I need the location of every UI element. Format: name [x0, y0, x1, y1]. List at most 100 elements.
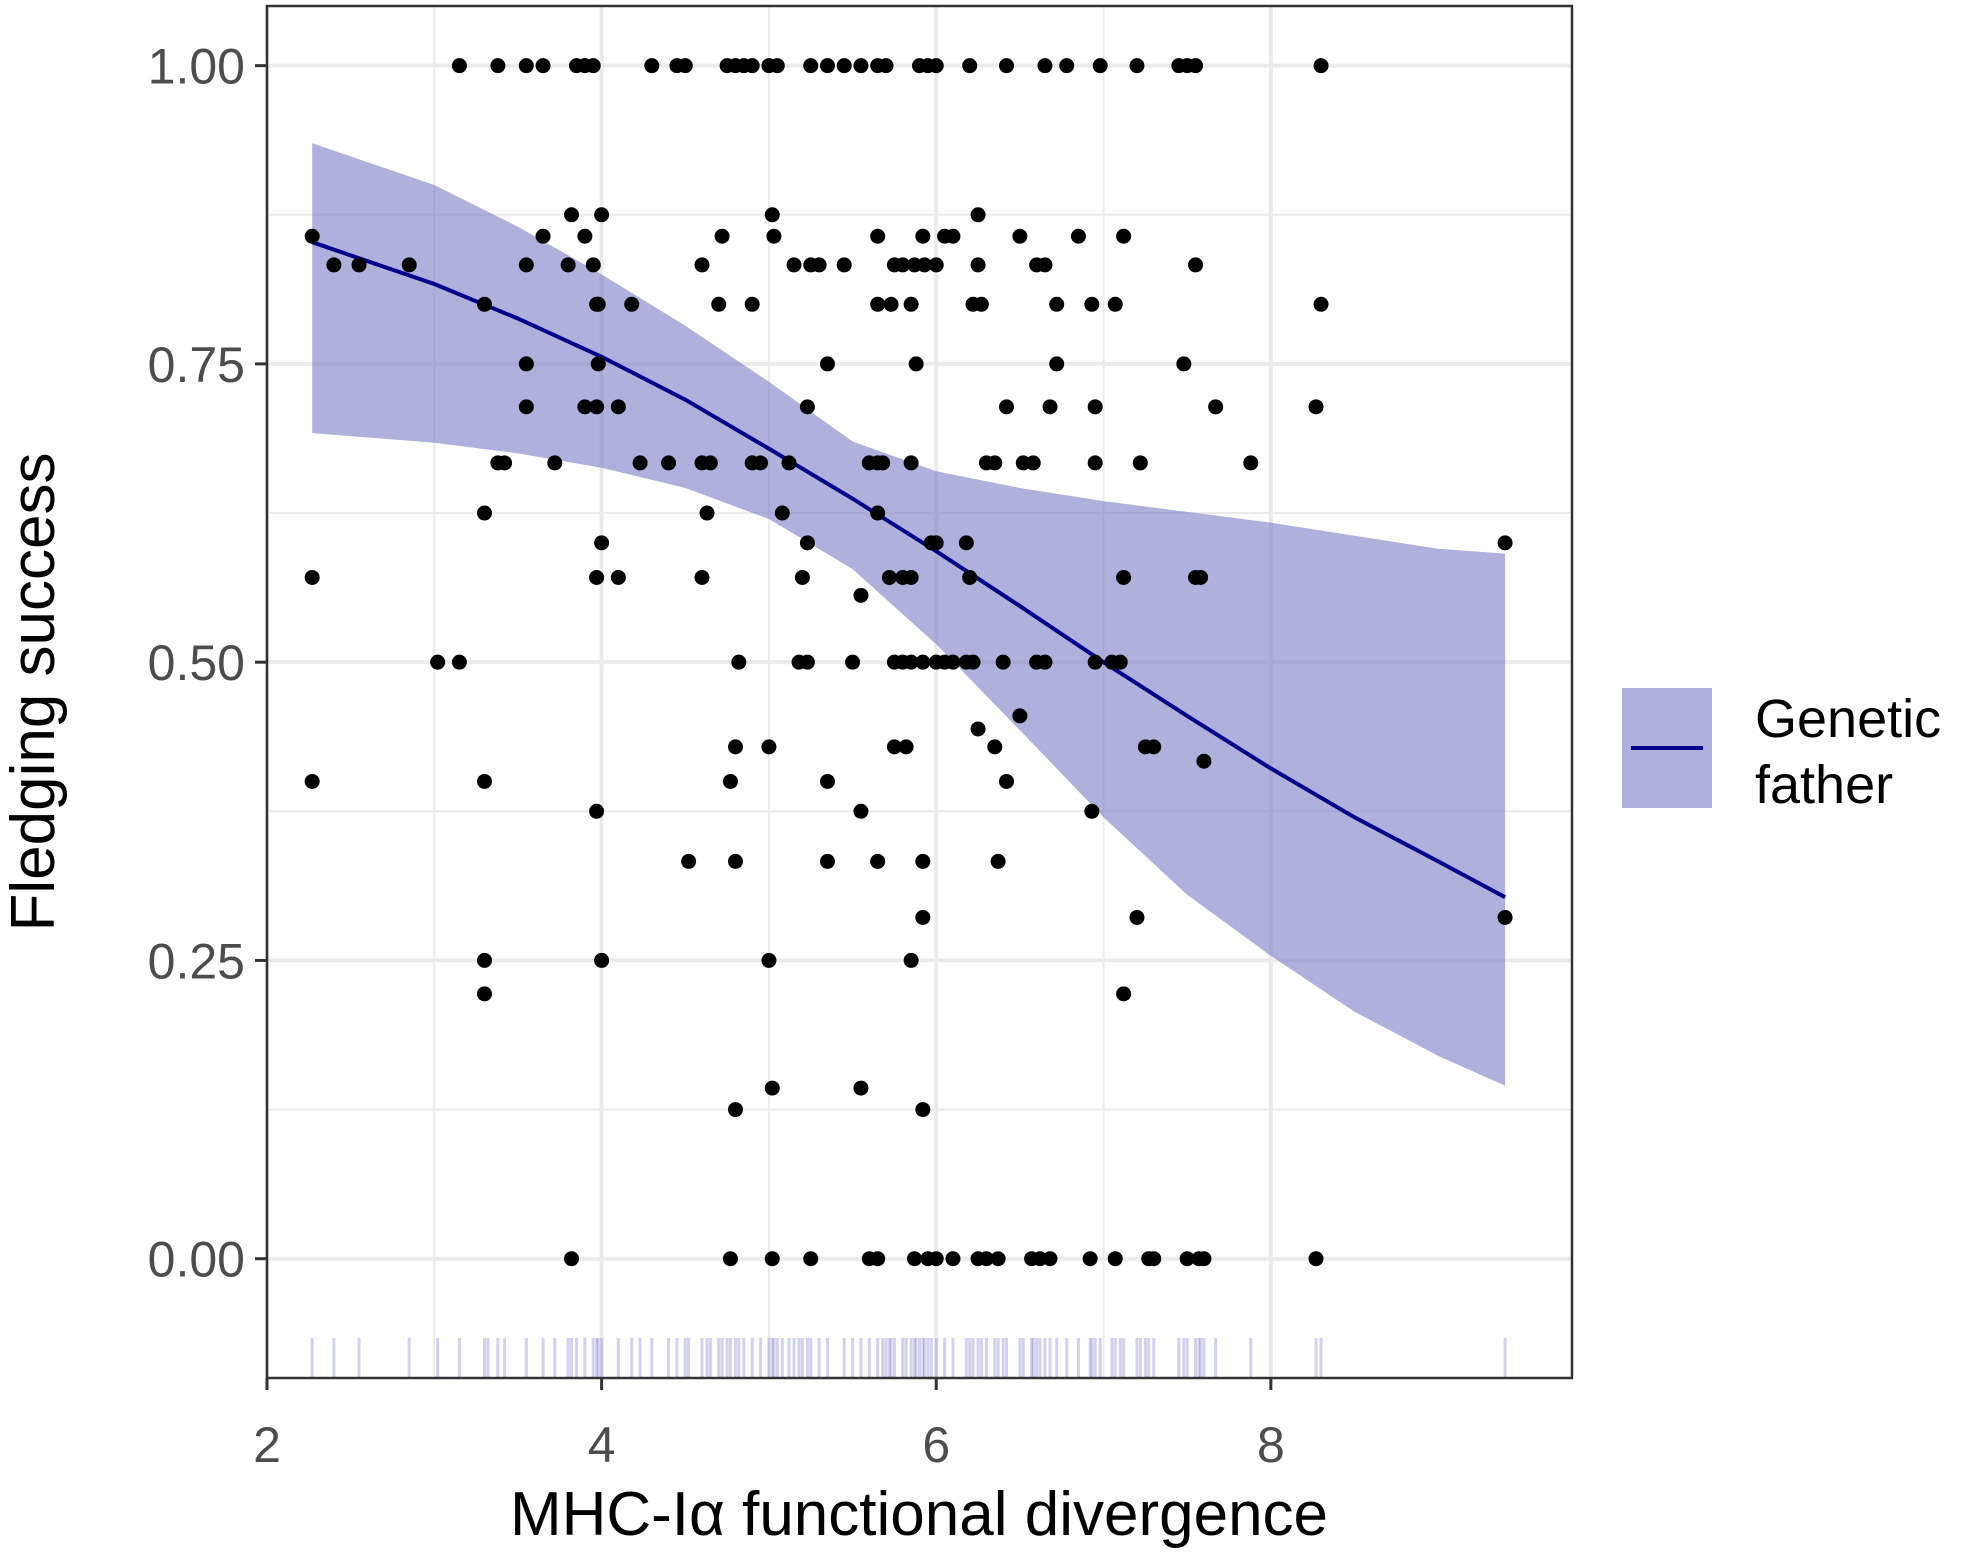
data-point: [594, 207, 610, 223]
data-point: [970, 257, 986, 273]
data-point: [928, 58, 944, 74]
data-point: [886, 739, 902, 755]
data-point: [744, 58, 760, 74]
y-tick-label: 0.75: [148, 337, 245, 393]
data-point: [1188, 58, 1204, 74]
data-point: [819, 58, 835, 74]
data-point: [714, 228, 730, 244]
data-point: [870, 1251, 886, 1267]
data-point: [753, 455, 769, 471]
data-point: [1196, 753, 1212, 769]
data-point: [836, 58, 852, 74]
legend-label-line1: Genetic: [1755, 689, 1941, 749]
data-point: [326, 257, 342, 273]
data-point: [970, 207, 986, 223]
data-point: [1082, 1251, 1098, 1267]
data-point: [978, 1251, 994, 1267]
data-point: [1308, 399, 1324, 415]
data-point: [870, 228, 886, 244]
legend: Genetic father: [1622, 688, 1941, 815]
data-point: [1196, 1251, 1212, 1267]
data-point: [535, 228, 551, 244]
data-point: [945, 1251, 961, 1267]
data-point: [1146, 739, 1162, 755]
data-point: [1497, 909, 1513, 925]
data-point: [1176, 356, 1192, 372]
data-point: [973, 296, 989, 312]
data-point: [915, 853, 931, 869]
data-point: [722, 1251, 738, 1267]
data-point: [610, 569, 626, 585]
data-point: [661, 455, 677, 471]
data-point: [699, 505, 715, 521]
data-point: [430, 654, 446, 670]
data-point: [1037, 654, 1053, 670]
data-point: [990, 1251, 1006, 1267]
data-point: [836, 257, 852, 273]
data-point: [1087, 654, 1103, 670]
data-point: [845, 654, 861, 670]
data-point: [610, 399, 626, 415]
data-point: [1037, 257, 1053, 273]
data-point: [903, 569, 919, 585]
data-point: [477, 296, 492, 312]
data-point: [987, 739, 1003, 755]
data-point: [589, 399, 605, 415]
data-point: [644, 58, 660, 74]
fitted-line: [311, 240, 1507, 899]
data-point: [883, 296, 899, 312]
data-point: [915, 654, 931, 670]
data-point: [304, 569, 320, 585]
data-point: [958, 535, 974, 551]
data-point: [731, 654, 747, 670]
data-point: [1188, 257, 1204, 273]
data-point: [1092, 58, 1108, 74]
data-point: [870, 853, 886, 869]
data-point: [497, 455, 513, 471]
data-point: [1313, 296, 1329, 312]
data-point: [945, 228, 961, 244]
data-point: [769, 58, 785, 74]
data-point: [990, 853, 1006, 869]
data-point: [1308, 1251, 1324, 1267]
data-point: [970, 721, 986, 737]
data-point: [577, 399, 593, 415]
data-point: [594, 952, 610, 968]
data-point: [590, 356, 606, 372]
plot-panel-border: [265, 4, 1574, 1380]
data-point: [304, 228, 320, 244]
data-point: [594, 535, 610, 551]
data-point: [764, 1080, 780, 1096]
data-point: [1042, 1251, 1058, 1267]
data-point: [1313, 58, 1329, 74]
data-point: [819, 853, 835, 869]
data-point: [1132, 455, 1148, 471]
data-point: [811, 257, 827, 273]
data-point: [547, 455, 563, 471]
data-point: [1012, 708, 1028, 724]
data-point: [477, 952, 492, 968]
data-point: [1129, 58, 1145, 74]
data-point: [945, 654, 961, 670]
data-point: [898, 739, 914, 755]
data-point: [1087, 399, 1103, 415]
data-point: [799, 654, 815, 670]
data-point: [518, 399, 534, 415]
data-point: [999, 399, 1014, 415]
data-point: [761, 952, 777, 968]
data-point: [870, 296, 886, 312]
data-point: [803, 58, 819, 74]
legend-label-line2: father: [1755, 755, 1893, 815]
data-point: [819, 356, 835, 372]
data-point: [589, 569, 605, 585]
data-point: [1179, 1251, 1195, 1267]
data-point: [853, 587, 869, 603]
data-point: [1084, 803, 1100, 819]
data-point: [764, 1251, 780, 1267]
data-point: [903, 296, 919, 312]
data-point: [518, 58, 534, 74]
data-point: [1116, 986, 1132, 1002]
data-point: [1025, 455, 1041, 471]
data-point: [1107, 1251, 1123, 1267]
